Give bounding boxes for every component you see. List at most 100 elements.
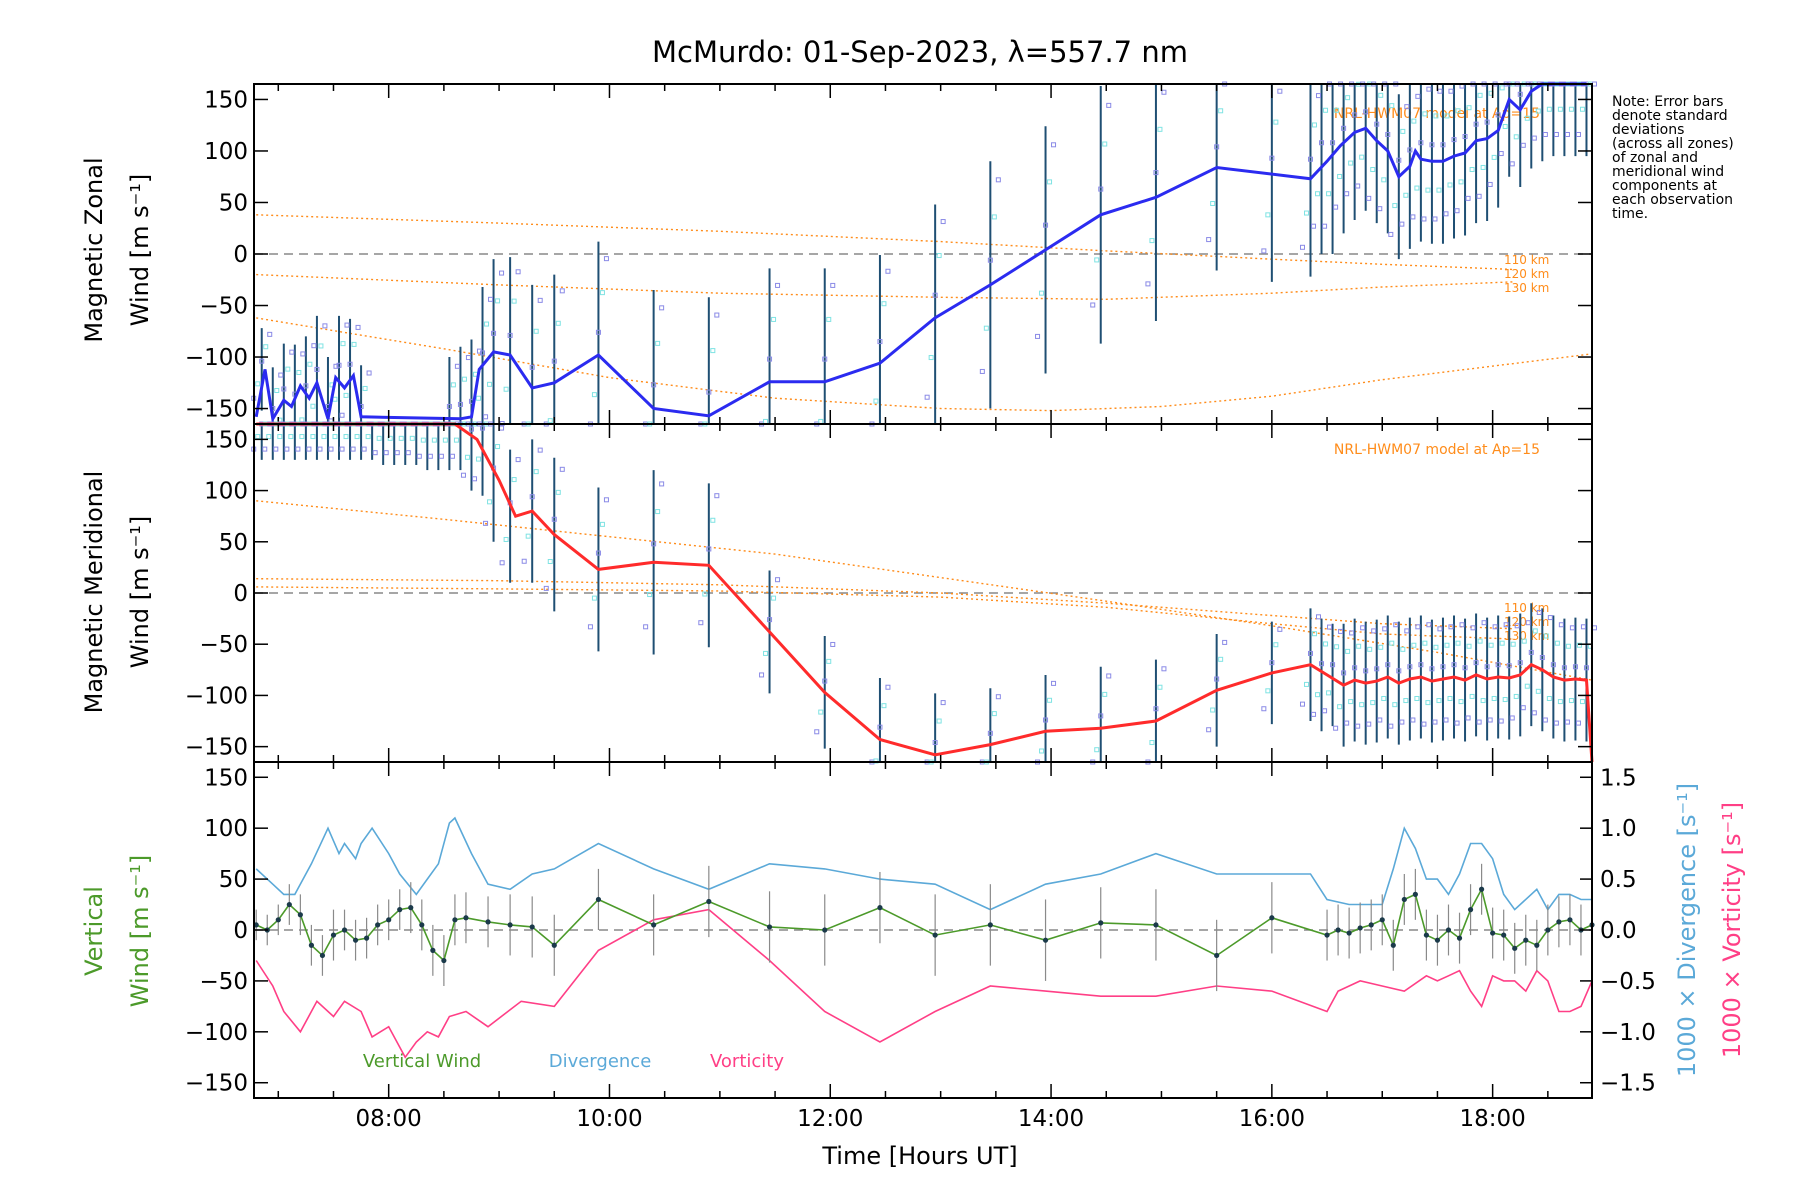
zonal-scatter-point: [1218, 108, 1224, 114]
meridional-scatter-point: [328, 446, 334, 452]
meridional-scatter-point: [877, 724, 883, 730]
zonal-scatter-point: [1355, 183, 1361, 189]
meridional-scatter-point: [547, 559, 553, 565]
zonal-scatter-point: [983, 325, 989, 331]
vertical-wind-point: [1545, 927, 1551, 933]
vertical-wind-point: [1324, 932, 1330, 938]
zonal-scatter-point: [1564, 131, 1570, 137]
zonal-scatter-point: [1535, 108, 1541, 114]
meridional-scatter-point: [559, 466, 565, 472]
vertical-panel: −1.5 −1.0 −0.5 0.0 0.5 1.0 1.5 −150 −100 −50 0 50 10…: [185, 761, 1656, 1099]
meridional-scatter-point: [702, 591, 708, 597]
zonal-scatter-point: [1448, 88, 1454, 94]
meridional-scatter-point: [1535, 688, 1541, 694]
meridional-scatter-point: [1488, 642, 1494, 648]
zonal-scatter-point: [461, 376, 467, 382]
vertical-wind-point: [651, 922, 657, 928]
meridional-scatter-point: [1334, 644, 1340, 650]
zonal-scatter-point: [1051, 142, 1057, 148]
meridional-scatter-point: [1455, 640, 1461, 646]
zonal-model-alt-120: 120 km: [1504, 267, 1549, 281]
zonal-scatter-point: [1326, 191, 1332, 197]
meridional-scatter-point: [521, 558, 527, 564]
zonal-scatter-point: [1047, 179, 1053, 185]
vertical-wind-point: [932, 932, 938, 938]
meridional-scatter-point: [932, 740, 938, 746]
meridional-scatter-point: [499, 425, 505, 431]
zonal-scatter-point: [263, 344, 269, 350]
zonal-scatter-point: [1396, 157, 1402, 163]
meridional-scatter-point: [1531, 710, 1537, 716]
zonal-scatter-point: [1098, 186, 1104, 192]
zonal-scatter-point: [1455, 108, 1461, 114]
meridional-scatter-point: [1407, 664, 1413, 670]
zonal-model-curve: [256, 317, 1593, 412]
meridional-scatter-point: [321, 434, 327, 440]
meridional-scatter-point: [1385, 662, 1391, 668]
meridional-scatter-point: [1396, 668, 1402, 674]
zonal-scatter-point: [1399, 221, 1405, 227]
meridional-scatter-point: [317, 446, 323, 452]
zonal-scatter-point: [599, 290, 605, 296]
zonal-scatter-point: [1436, 187, 1442, 193]
zonal-scatter-point: [1277, 88, 1283, 94]
meridional-scatter-point: [1359, 702, 1365, 708]
zonal-scatter-point: [488, 296, 494, 302]
zonal-scatter-point: [1546, 106, 1552, 112]
meridional-scatter-point: [1377, 717, 1383, 723]
zonal-scatter-point: [487, 381, 493, 387]
chart-layer: −150 −100 −50 0 50 100 150 −150 −100 −50 0 50 100 150…: [185, 81, 1656, 1132]
meridional-scatter-point: [1382, 626, 1388, 632]
zonal-scatter-point: [1469, 167, 1475, 173]
zonal-scatter-point: [1591, 81, 1597, 87]
zonal-scatter-point: [763, 418, 769, 424]
meridional-scatter-point: [1149, 740, 1155, 746]
meridional-scatter-point: [354, 434, 360, 440]
zonal-scatter-point: [1454, 208, 1460, 214]
zonal-scatter-point: [1520, 142, 1526, 148]
zonal-scatter-point: [1161, 89, 1167, 95]
vertical-wind-point: [297, 912, 303, 918]
zonal-scatter-point: [333, 363, 339, 369]
meridional-ylabel-line2: Wind [m s⁻¹]: [126, 516, 154, 668]
zonal-scatter-point: [289, 349, 295, 355]
zonal-scatter-point: [1447, 182, 1453, 188]
zonal-scatter-point: [274, 388, 280, 394]
zonal-scatter-point: [595, 329, 601, 335]
vertical-wind-point: [485, 919, 491, 925]
meridional-scatter-point: [759, 672, 765, 678]
meridional-scatter-point: [1554, 640, 1560, 646]
meridional-scatter-point: [1558, 622, 1564, 628]
vertical-wind-point: [1534, 942, 1540, 948]
meridional-scatter-point: [1214, 676, 1220, 682]
meridional-scatter-point: [1521, 638, 1527, 644]
zonal-scatter-point: [1476, 193, 1482, 199]
meridional-scatter-point: [1553, 720, 1559, 726]
meridional-scatter-point: [277, 434, 283, 440]
vertical-wind-point: [551, 942, 557, 948]
vertical-wind-point: [352, 937, 359, 943]
zonal-scatter-point: [1480, 164, 1486, 170]
zonal-model-alt-130: 130 km: [1504, 281, 1549, 295]
meridional-scatter-point: [1513, 693, 1519, 699]
zonal-scatter-point: [1400, 128, 1406, 134]
zonal-scatter-point: [339, 412, 345, 418]
meridional-scatter-point: [647, 592, 653, 598]
meridional-scatter-point: [1542, 717, 1548, 723]
vorticity-y2-label: 1000 × Vorticity [s⁻¹]: [1718, 802, 1746, 1058]
meridional-scatter-point: [995, 694, 1001, 700]
meridional-scatter-point: [460, 472, 466, 478]
zonal-scatter-point: [343, 392, 349, 398]
meridional-scatter-point: [1352, 665, 1358, 671]
zonal-scatter-point: [1307, 156, 1313, 162]
vorticity-line: [255, 908, 1593, 1059]
zonal-panel: −150 −100 −50 0 50 100 150: [185, 81, 1597, 427]
vertical-ytick-label: 150: [204, 765, 248, 791]
zonal-scatter-point: [1575, 131, 1581, 137]
meridional-scatter-point: [1459, 622, 1465, 628]
note-text: Note: Error bars denote standard deviati…: [1612, 94, 1734, 222]
zonal-scatter-point: [1265, 212, 1271, 218]
meridional-scatter-point: [266, 434, 272, 440]
vertical-wind-point: [1153, 922, 1159, 928]
meridional-scatter-point: [936, 718, 942, 724]
